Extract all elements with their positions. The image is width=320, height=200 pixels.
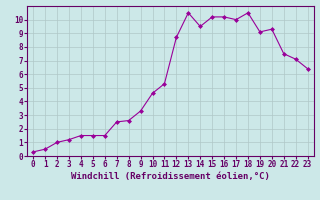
X-axis label: Windchill (Refroidissement éolien,°C): Windchill (Refroidissement éolien,°C) <box>71 172 270 181</box>
